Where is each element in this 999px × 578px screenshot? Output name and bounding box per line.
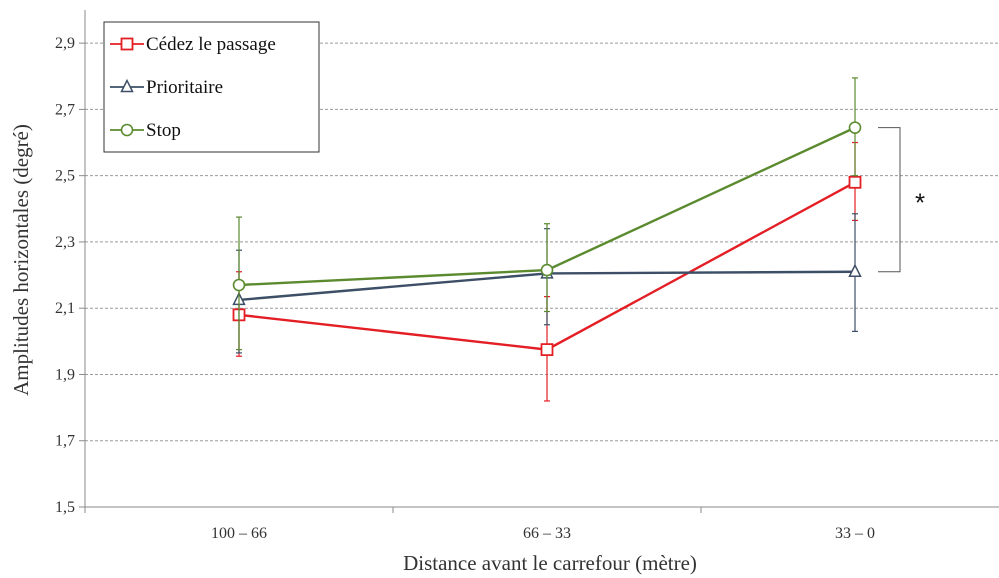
y-axis-title: Amplitudes horizontales (degré) [9, 124, 33, 396]
legend-label: Cédez le passage [146, 34, 276, 55]
y-tick-label: 1,9 [55, 366, 75, 383]
legend-label: Prioritaire [146, 77, 223, 98]
circle-marker [120, 123, 134, 137]
series-circle [232, 77, 862, 351]
square-marker [120, 37, 134, 51]
circle-marker [848, 121, 862, 134]
y-tick-label: 2,1 [55, 300, 75, 317]
y-tick-label: 1,5 [55, 499, 75, 516]
y-tick-label: 2,7 [55, 101, 75, 118]
legend: Cédez le passage Prioritaire Stop [103, 21, 320, 153]
x-tick-label: 100 – 66 [211, 525, 267, 542]
circle-marker [540, 263, 554, 277]
square-marker [848, 175, 862, 189]
series-group [232, 77, 862, 402]
x-tick-label: 66 – 33 [523, 525, 571, 542]
y-tick-label: 2,9 [55, 35, 75, 52]
legend-label: Stop [146, 120, 181, 141]
circle-marker [232, 278, 246, 292]
triangle-marker [120, 78, 134, 93]
y-tick-label: 2,5 [55, 168, 75, 185]
axes: 1,5 1,7 1,9 2,1 2,3 2,5 2,7 2,9 100 – 66 66 – 33 3… [55, 10, 999, 542]
square-marker [540, 343, 554, 357]
y-tick-label: 2,3 [55, 234, 75, 251]
x-tick-label: 33 – 0 [835, 525, 875, 542]
x-axis-title: Distance avant le carrefour (mètre) [403, 551, 697, 575]
significance-bracket [878, 127, 901, 273]
significance-annotation: * [878, 127, 925, 273]
triangle-marker [848, 263, 862, 278]
y-tick-label: 1,7 [55, 433, 75, 450]
significance-asterisk: * [915, 188, 925, 218]
